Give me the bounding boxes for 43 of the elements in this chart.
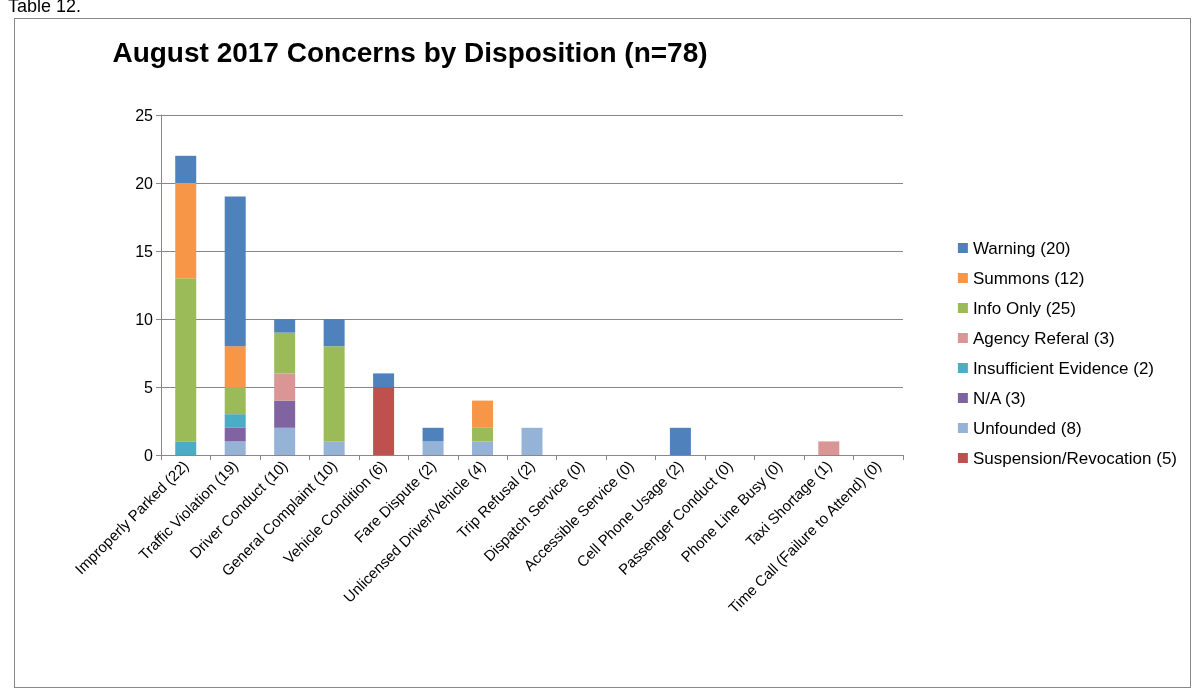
bar bbox=[274, 400, 296, 428]
legend-label: Insufficient Evidence (2) bbox=[972, 358, 1155, 378]
bar bbox=[175, 183, 197, 279]
bar bbox=[373, 387, 395, 455]
bar bbox=[472, 441, 494, 455]
bar bbox=[521, 427, 543, 455]
bar bbox=[274, 427, 296, 455]
legend-label: Info Only (25) bbox=[972, 298, 1076, 318]
bar bbox=[224, 196, 246, 347]
y-tick-label: 25 bbox=[135, 106, 154, 124]
chart-title: August 2017 Concerns by Disposition (n=78) bbox=[112, 36, 708, 68]
bar bbox=[175, 155, 197, 183]
bar bbox=[323, 346, 345, 442]
legend-label: Summons (12) bbox=[972, 268, 1085, 288]
bar bbox=[472, 427, 494, 442]
bar bbox=[224, 387, 246, 415]
bar bbox=[224, 414, 246, 428]
bar bbox=[274, 332, 296, 374]
legend-label: N/A (3) bbox=[972, 388, 1026, 408]
bar bbox=[224, 427, 246, 442]
bar bbox=[323, 319, 345, 347]
legend-label: Unfounded (8) bbox=[972, 418, 1082, 438]
y-tick-label: 15 bbox=[135, 242, 154, 260]
bar bbox=[274, 373, 296, 401]
bar bbox=[274, 319, 296, 333]
bar bbox=[224, 441, 246, 455]
bar bbox=[422, 441, 444, 455]
bar bbox=[669, 427, 691, 455]
legend-label: Suspension/Revocation (5) bbox=[972, 448, 1178, 468]
y-tick-label: 10 bbox=[135, 310, 154, 328]
y-tick-label: 20 bbox=[135, 174, 154, 192]
bar bbox=[175, 441, 197, 455]
bar bbox=[224, 346, 246, 387]
bar bbox=[422, 427, 444, 442]
bar bbox=[472, 400, 494, 428]
y-tick-label: 5 bbox=[144, 378, 154, 396]
legend-label: Warning (20) bbox=[972, 238, 1071, 258]
bar bbox=[818, 441, 840, 455]
bar bbox=[323, 441, 345, 455]
y-tick-label: 0 bbox=[144, 446, 154, 464]
bar bbox=[175, 278, 197, 442]
bar bbox=[373, 373, 395, 387]
legend-label: Agency Referal (3) bbox=[972, 328, 1115, 348]
